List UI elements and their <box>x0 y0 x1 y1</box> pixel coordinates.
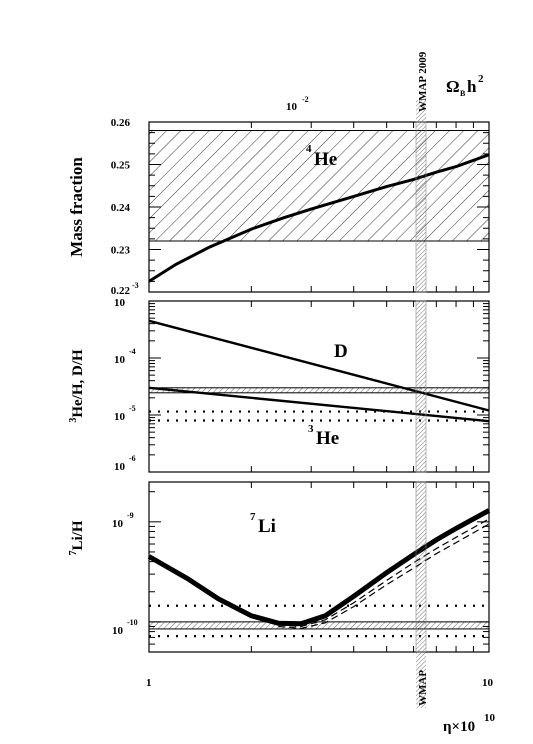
he4-label: He <box>314 149 337 170</box>
helium3-label-sup: 3 <box>308 423 314 435</box>
deuterium-curve <box>148 319 490 412</box>
x-tick-label-1: 1 <box>146 677 152 689</box>
li7-frame <box>148 481 490 653</box>
he4-y-tick-label: 0.24 <box>111 202 131 214</box>
li7-y-tick-label: 10 <box>112 625 124 637</box>
x-tick-label-10: 10 <box>482 677 494 689</box>
dhe3-y-axis-label: 3He/H, D/H <box>68 349 86 423</box>
he4-curve <box>148 153 490 283</box>
he4-y-axis-label: Mass fraction <box>67 157 86 257</box>
wmap-2009-label: WMAP 2009 <box>417 51 429 112</box>
li7-y-tick-exponent: -10 <box>127 618 138 627</box>
he4-observed-band <box>148 130 490 242</box>
li7-curve <box>147 508 491 627</box>
dhe3-y-tick-exponent: -4 <box>129 347 136 356</box>
wmap-band <box>415 100 427 708</box>
top-tick-exponent: -2 <box>302 95 309 104</box>
dhe3-y-tick-label: 10 <box>114 297 126 309</box>
wmap-band-segment <box>415 300 427 473</box>
deuterium-label: D <box>334 341 348 362</box>
li7-label-sup: 7 <box>250 511 256 523</box>
top-axis-label: Ω B h 2 <box>446 73 484 98</box>
dhe3-y-tick-label: 10 <box>114 354 126 366</box>
li7-observed-band <box>148 621 490 630</box>
omega-subscript: B <box>460 89 466 98</box>
dhe3-y-tick-label: 10 <box>114 461 126 473</box>
he4-y-tick-label: 0.25 <box>111 160 131 172</box>
dhe3-y-tick-exponent: -5 <box>129 404 136 413</box>
omega-h: h <box>467 77 477 96</box>
top-tick-mantissa: 10 <box>286 101 298 113</box>
dhe3-y-tick-label: 10 <box>114 411 126 423</box>
helium3-label: He <box>316 428 339 449</box>
top-axis-tick-label: 10 -2 <box>286 95 309 113</box>
dhe3-y-tick-exponent: -6 <box>129 454 136 463</box>
dhe3-frame <box>148 300 490 473</box>
x-axis-title-sup: 10 <box>484 712 496 724</box>
he4-y-tick-label: 0.26 <box>111 117 131 129</box>
helium4-panel: 0.26 0.25 0.24 0.23 0.22 -3 Mass fraction 4 He <box>67 117 490 297</box>
x-axis-label: η×10 10 <box>443 712 496 735</box>
he4-label-sup: 4 <box>306 143 312 155</box>
li7-y-tick-exponent: -9 <box>127 511 134 520</box>
x-axis-title: η×10 <box>443 719 475 735</box>
wmap-band-segment <box>415 121 427 293</box>
li7-y-axis-label: 7Li/H <box>68 520 86 555</box>
wmap-band-segment <box>416 100 426 122</box>
omega-symbol: Ω <box>446 77 460 96</box>
omega-superscript: 2 <box>478 73 484 85</box>
he4-y-tick-label: 0.23 <box>111 245 131 257</box>
wmap-band-segment <box>415 481 427 653</box>
li7-dashed-curve <box>278 523 490 630</box>
li7-label: Li <box>258 516 276 537</box>
he4-corner-label: -3 <box>132 281 139 290</box>
he4-y-tick-label: 0.22 <box>111 285 131 297</box>
li7-y-tick-label: 10 <box>112 518 124 530</box>
helium3-curve <box>148 386 490 423</box>
wmap-band-segment <box>416 652 426 708</box>
